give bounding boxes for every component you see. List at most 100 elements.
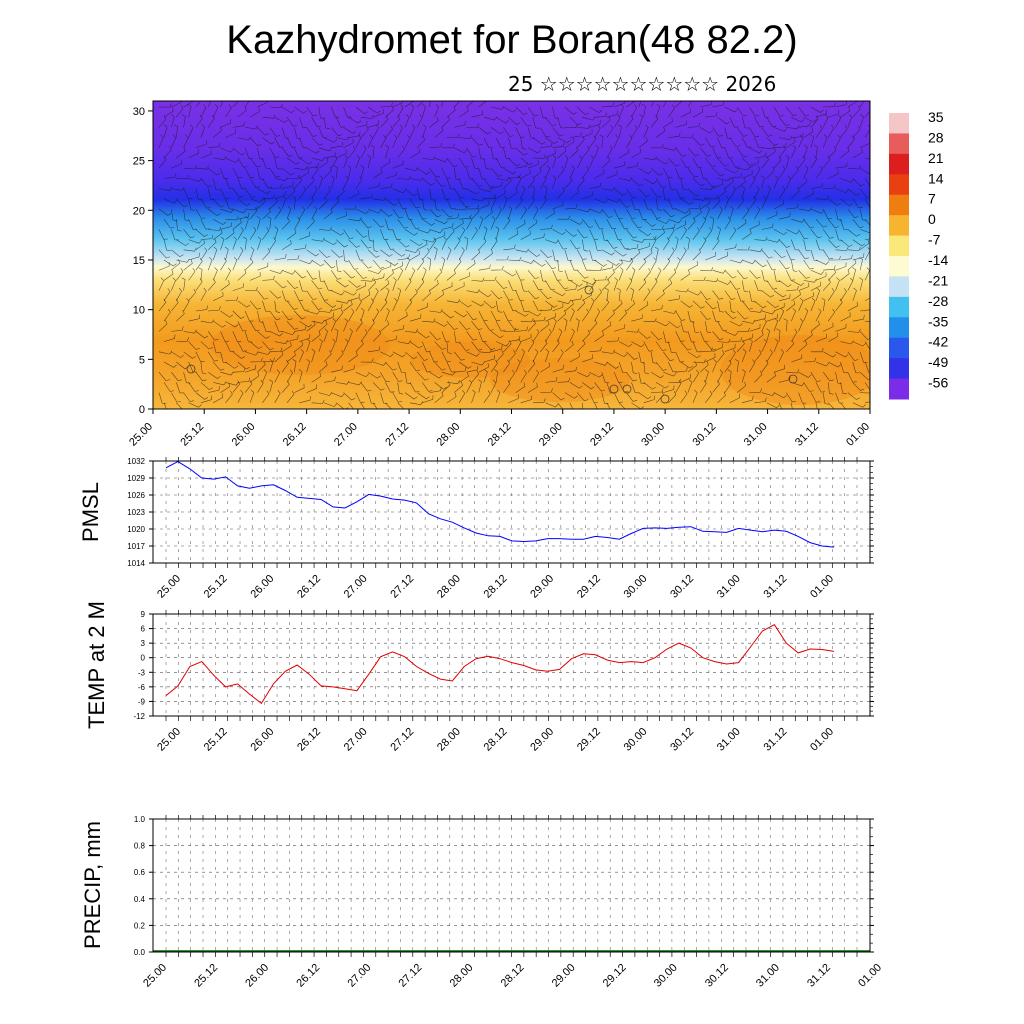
wind-barb	[434, 178, 446, 187]
wind-barb	[766, 117, 777, 128]
wind-barb	[786, 270, 796, 281]
wind-barb	[724, 216, 731, 230]
wind-barb	[281, 359, 289, 373]
wind-barb	[668, 178, 675, 190]
wind-barb	[545, 165, 551, 179]
wind-barb	[333, 165, 338, 179]
wind-barb	[183, 247, 197, 252]
wind-barb	[569, 382, 583, 389]
wind-barb	[766, 185, 771, 199]
wind-barb	[471, 207, 480, 220]
wind-barb	[675, 147, 687, 157]
wind-barb	[810, 269, 824, 275]
wind-barb	[495, 300, 503, 313]
wind-barb	[803, 219, 815, 229]
wind-barb	[409, 382, 420, 393]
wind-barb	[786, 137, 796, 149]
wind-barb	[286, 229, 297, 240]
wind-barb	[613, 134, 619, 148]
wind-barb	[466, 123, 480, 128]
y-tick-label: 9	[141, 610, 146, 619]
wind-barb	[827, 382, 834, 395]
wind-barb	[392, 261, 403, 271]
wind-barb	[638, 208, 647, 220]
wind-barb	[815, 287, 821, 301]
wind-barb	[409, 401, 424, 406]
wind-barb	[761, 359, 769, 373]
wind-barb	[815, 333, 827, 342]
wind-barb	[557, 186, 565, 199]
wind-barb	[208, 226, 222, 231]
wind-barb	[225, 157, 239, 163]
wind-barb	[692, 341, 701, 353]
wind-barb	[631, 382, 640, 394]
x-tick-label: 01.00	[856, 962, 884, 990]
wind-barb	[761, 310, 775, 315]
wind-barb	[503, 106, 517, 113]
wind-barb	[527, 319, 536, 332]
wind-barb	[503, 359, 510, 373]
wind-barb	[724, 195, 730, 210]
wind-barb	[577, 281, 588, 291]
wind-barb	[318, 320, 328, 332]
wind-barb	[446, 299, 461, 304]
wind-barb	[754, 117, 764, 128]
wind-barb	[458, 157, 470, 168]
wind-barb	[815, 219, 828, 228]
wind-barb	[803, 127, 814, 138]
wind-barb	[397, 340, 411, 345]
wind-barb	[515, 270, 525, 281]
wind-barb	[773, 270, 781, 282]
wind-barb	[540, 156, 549, 169]
wind-barb	[336, 239, 349, 248]
wind-barb	[286, 390, 295, 403]
wind-barb	[810, 297, 816, 312]
wind-barb	[490, 310, 501, 321]
wind-barb	[508, 280, 517, 291]
wind-barb	[724, 106, 738, 113]
wind-barb	[815, 361, 830, 367]
wind-barb	[441, 208, 454, 218]
wind-barb	[330, 127, 343, 137]
wind-barb	[552, 364, 564, 373]
wind-barb	[840, 107, 851, 118]
wind-barb	[244, 258, 254, 271]
wind-barb	[687, 147, 700, 157]
wind-barb	[699, 290, 711, 300]
wind-barb	[323, 300, 337, 308]
wind-barb	[643, 235, 657, 240]
x-tick-label: 29.00	[528, 726, 556, 754]
wind-barb	[503, 216, 511, 230]
wind-barb	[392, 392, 403, 403]
wind-barb	[754, 259, 767, 268]
wind-barb	[626, 135, 633, 148]
wind-barb	[545, 377, 558, 383]
wind-barb	[650, 144, 664, 149]
wind-barb	[262, 341, 274, 351]
wind-barb	[655, 157, 669, 165]
wind-barb	[446, 269, 456, 281]
wind-barb	[434, 361, 446, 371]
wind-barb	[786, 106, 797, 117]
wind-barb	[257, 351, 271, 355]
wind-barb	[798, 318, 804, 332]
wind-barb	[852, 382, 865, 391]
wind-barb	[245, 286, 258, 292]
wind-barb	[737, 327, 750, 332]
wind-barb	[864, 124, 870, 138]
wind-barb	[766, 166, 775, 179]
wind-barb	[458, 321, 471, 330]
wind-barb	[865, 157, 870, 160]
wind-barb	[766, 147, 776, 159]
wind-barb	[520, 348, 525, 363]
wind-barb	[176, 402, 183, 409]
wind-barb	[158, 249, 171, 259]
wind-barb	[495, 341, 510, 347]
wind-barb	[737, 166, 751, 171]
wind-barb	[734, 359, 739, 373]
wind-barb	[225, 216, 239, 221]
wind-barb	[700, 347, 713, 353]
wind-barb	[822, 249, 834, 260]
wind-barb	[859, 101, 865, 108]
wind-barb	[385, 259, 399, 266]
